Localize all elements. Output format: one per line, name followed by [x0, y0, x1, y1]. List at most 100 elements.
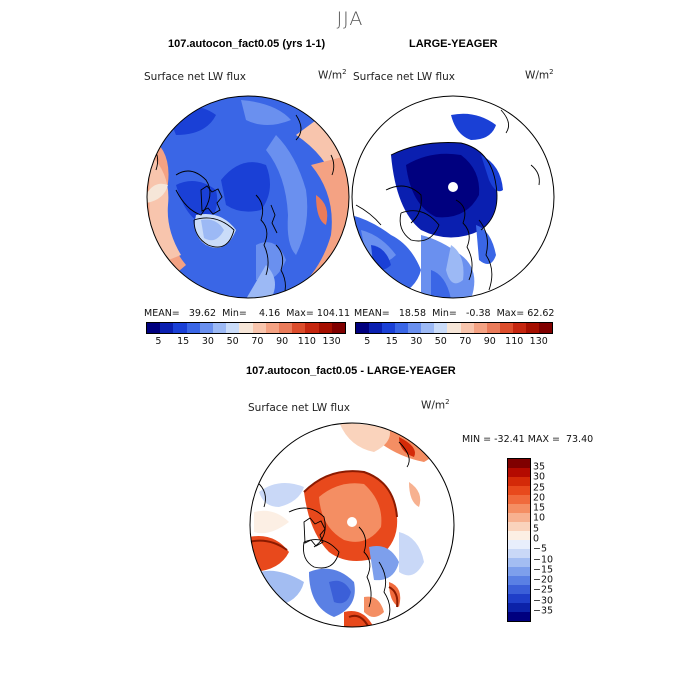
- diff-coastlines: [256, 441, 410, 623]
- colorbar-swatch: [434, 323, 448, 333]
- colorbar-tick-label: −30: [533, 595, 554, 607]
- colorbar-swatch: [508, 549, 530, 558]
- colorbar-swatch: [508, 513, 530, 522]
- colorbar-tick-label: 30: [201, 336, 214, 347]
- colorbar-swatch: [486, 323, 500, 333]
- colorbar-swatch: [213, 323, 227, 333]
- diff-colorbar-ticks: 35 30 25 20 15 10 5 0 −5 −10 −15 −20 −25 −30 −35: [533, 462, 573, 617]
- colorbar-swatch: [508, 522, 530, 531]
- colorbar-swatch: [292, 323, 306, 333]
- left-colorbar: [146, 322, 346, 334]
- left-mean-label: MEAN=: [144, 308, 180, 319]
- diff-variable-label: Surface net LW flux: [248, 402, 350, 414]
- colorbar-swatch: [538, 323, 552, 333]
- left-min-label: Min=: [222, 308, 247, 319]
- diff-polar-map: [249, 422, 455, 628]
- right-min-value: -0.38: [465, 308, 491, 319]
- colorbar-swatch: [408, 323, 422, 333]
- colorbar-swatch: [508, 576, 530, 585]
- colorbar-swatch: [508, 603, 530, 612]
- diff-stats: MIN = -32.41 MAX = 73.40: [462, 434, 594, 445]
- colorbar-swatch: [508, 558, 530, 567]
- colorbar-swatch: [460, 323, 474, 333]
- colorbar-swatch: [508, 504, 530, 513]
- right-units-label: W/m2: [525, 68, 554, 82]
- colorbar-swatch: [279, 323, 293, 333]
- colorbar-swatch: [508, 540, 530, 549]
- colorbar-swatch: [421, 323, 435, 333]
- right-colorbar: [355, 322, 553, 334]
- colorbar-tick-label: 5: [364, 336, 371, 347]
- colorbar-swatch: [508, 612, 530, 621]
- left-mean-value: 39.62: [188, 308, 217, 319]
- colorbar-tick-label: −25: [533, 584, 554, 596]
- colorbar-swatch: [160, 323, 174, 333]
- colorbar-swatch: [499, 323, 513, 333]
- colorbar-swatch: [186, 323, 200, 333]
- colorbar-swatch: [318, 323, 332, 333]
- colorbar-swatch: [508, 477, 530, 486]
- colorbar-tick-label: 30: [410, 336, 423, 347]
- colorbar-tick-label: −5: [533, 543, 548, 555]
- left-map-fill: [147, 96, 349, 298]
- colorbar-tick-label: 15: [177, 336, 190, 347]
- right-max-label: Max=: [496, 308, 525, 319]
- colorbar-tick-label: 30: [533, 471, 546, 483]
- left-stats: MEAN= 39.62 Min= 4.16 Max= 104.11: [144, 308, 350, 319]
- colorbar-swatch: [382, 323, 396, 333]
- colorbar-tick-label: −35: [533, 605, 554, 617]
- left-coastlines: [150, 114, 335, 296]
- colorbar-swatch: [508, 486, 530, 495]
- diff-panel-title: 107.autocon_fact0.05 - LARGE-YEAGER: [246, 365, 456, 377]
- right-map-border: [351, 95, 555, 299]
- colorbar-tick-label: −15: [533, 564, 554, 576]
- right-min-label: Min=: [432, 308, 457, 319]
- right-mean-value: 18.58: [398, 308, 427, 319]
- colorbar-swatch: [395, 323, 409, 333]
- right-stats: MEAN= 18.58 Min= -0.38 Max= 62.62: [354, 308, 554, 319]
- colorbar-swatch: [508, 585, 530, 594]
- right-variable-label: Surface net LW flux: [353, 71, 455, 83]
- colorbar-swatch: [508, 567, 530, 576]
- colorbar-swatch: [508, 531, 530, 540]
- colorbar-swatch: [239, 323, 253, 333]
- colorbar-tick-label: 50: [434, 336, 447, 347]
- colorbar-swatch: [508, 594, 530, 603]
- right-pole-mask: [448, 182, 458, 192]
- colorbar-swatch: [199, 323, 214, 333]
- season-title: JJA: [336, 8, 364, 30]
- colorbar-tick-label: 90: [276, 336, 289, 347]
- colorbar-swatch: [369, 323, 383, 333]
- colorbar-swatch: [473, 323, 487, 333]
- colorbar-swatch: [331, 323, 346, 333]
- colorbar-tick-label: 130: [322, 336, 341, 347]
- diff-colorbar: [507, 458, 531, 622]
- colorbar-tick-label: 5: [533, 523, 540, 535]
- colorbar-tick-label: 5: [155, 336, 162, 347]
- colorbar-swatch: [508, 459, 530, 468]
- right-map-fill: [352, 96, 554, 298]
- colorbar-tick-label: −20: [533, 574, 554, 586]
- colorbar-tick-label: 25: [533, 482, 546, 494]
- colorbar-tick-label: 70: [459, 336, 472, 347]
- colorbar-tick-label: 15: [533, 502, 546, 514]
- colorbar-tick-label: 20: [533, 492, 546, 504]
- left-max-value: 104.11: [316, 308, 351, 319]
- left-min-value: 4.16: [259, 308, 281, 319]
- diff-map-border: [249, 422, 455, 628]
- colorbar-swatch: [447, 323, 461, 333]
- colorbar-tick-label: 90: [483, 336, 496, 347]
- colorbar-tick-label: 50: [226, 336, 239, 347]
- right-panel-title: LARGE-YEAGER: [409, 38, 498, 50]
- colorbar-tick-label: −10: [533, 554, 554, 566]
- colorbar-swatch: [147, 323, 161, 333]
- colorbar-tick-label: 70: [251, 336, 264, 347]
- left-map-border: [146, 95, 350, 299]
- left-max-label: Max=: [286, 308, 314, 319]
- colorbar-tick-label: 110: [297, 336, 316, 347]
- left-polar-map: [146, 95, 350, 299]
- colorbar-tick-label: 35: [533, 461, 546, 473]
- diff-coastline-edges: [250, 470, 399, 627]
- right-polar-map: [351, 95, 555, 299]
- left-colorbar-ticks: 5 15 30 50 70 90 110 130: [146, 336, 344, 348]
